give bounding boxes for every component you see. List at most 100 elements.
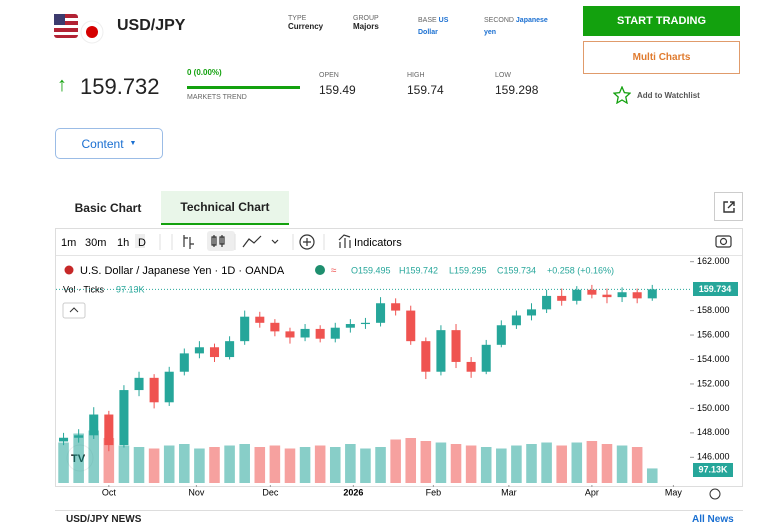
- interval-button[interactable]: 1m: [61, 237, 76, 249]
- x-tick-label: Feb: [426, 487, 442, 497]
- multi-charts-button[interactable]: Multi Charts: [583, 41, 740, 74]
- candle-body: [164, 371, 174, 403]
- symbol-icon: [64, 265, 74, 275]
- candle-body: [89, 414, 99, 436]
- ohlc-value: O159.495: [351, 265, 391, 275]
- candle-body: [330, 327, 340, 339]
- x-tick-label: Mar: [501, 487, 517, 497]
- candle-body: [240, 316, 250, 342]
- label: SECOND: [484, 17, 514, 24]
- volume-bar: [58, 442, 69, 483]
- news-title: USD/JPY NEWS: [66, 514, 142, 525]
- high-info: HIGH 159.74: [407, 72, 444, 97]
- volume-bar: [224, 445, 235, 483]
- up-arrow: ↑: [57, 74, 67, 96]
- candle-button-bg: [207, 231, 235, 251]
- volume-bar: [450, 444, 462, 483]
- volume-bar: [133, 447, 145, 483]
- interval-button[interactable]: D: [138, 237, 146, 249]
- candle-body: [119, 390, 129, 446]
- volume-bar: [571, 442, 583, 483]
- volume-bar: [163, 445, 175, 483]
- volume-bar: [420, 441, 432, 483]
- volume-bar: [254, 447, 266, 483]
- volume-bar: [465, 445, 477, 483]
- volume-bar: [631, 447, 643, 483]
- volume-bar: [511, 445, 522, 483]
- candle-body: [255, 316, 265, 323]
- interval-button[interactable]: 1h: [117, 237, 129, 249]
- value: Japanese yen: [484, 17, 548, 36]
- volume-bar: [541, 442, 552, 483]
- content-label: Content: [81, 136, 124, 151]
- candle-body: [542, 295, 552, 310]
- volume-bar: [148, 448, 160, 483]
- x-tick-label: May: [665, 487, 683, 497]
- trend-bar: [187, 86, 300, 89]
- volume-bar: [73, 433, 84, 483]
- candle-body: [496, 325, 506, 345]
- y-tick-label: 156.000: [697, 329, 730, 339]
- candle-body: [587, 289, 597, 295]
- symbol: USD/JPY: [117, 17, 186, 34]
- watchlist-button[interactable]: Add to Watchlist: [613, 86, 700, 104]
- tab[interactable]: Basic Chart: [74, 201, 142, 215]
- y-tick-label: 148.000: [697, 427, 730, 437]
- x-tick-label: 2026: [343, 487, 363, 497]
- candle-body: [376, 303, 386, 323]
- ohlc-value: +0.258 (+0.16%): [547, 265, 614, 275]
- volume-tag: [693, 463, 733, 477]
- y-tick-label: 150.000: [697, 403, 730, 413]
- volume-bar: [118, 445, 130, 483]
- open-info: OPEN 159.49: [319, 72, 356, 97]
- collapse-button[interactable]: [62, 302, 86, 319]
- y-tick-label: 146.000: [697, 452, 730, 462]
- volume-tag-label: 97.13K: [698, 464, 728, 474]
- value: US Dollar: [418, 17, 449, 36]
- candle-body: [526, 309, 537, 316]
- chart-title: U.S. Dollar / Japanese Yen · 1D · OANDA: [80, 265, 285, 277]
- star-icon: [613, 86, 631, 104]
- volume-bar: [526, 444, 537, 483]
- ohlc-value: L159.295: [449, 265, 487, 275]
- volume-bar: [88, 430, 100, 483]
- value: 159.74: [407, 83, 444, 97]
- volume-bar: [179, 444, 190, 483]
- ohlc-value: C159.734: [497, 265, 536, 275]
- all-news-link[interactable]: All News: [692, 514, 734, 525]
- y-tick-label: 152.000: [697, 378, 730, 388]
- volume-bar: [284, 448, 296, 483]
- value: Currency: [288, 22, 324, 31]
- volume-bar: [405, 438, 417, 483]
- volume-value: 97.13K: [116, 284, 145, 294]
- candle-body: [270, 322, 280, 332]
- volume-bar: [616, 445, 628, 483]
- expand-icon: [722, 200, 735, 213]
- candle-body: [179, 353, 189, 372]
- y-tick-label: 154.000: [697, 354, 730, 364]
- indicators-button[interactable]: Indicators: [354, 237, 402, 249]
- candle-body: [285, 331, 295, 338]
- low-info: LOW 159.298: [495, 72, 538, 97]
- candle-body: [421, 341, 431, 372]
- volume-bar: [103, 438, 115, 483]
- last-price-tag: [693, 282, 738, 296]
- label: GROUP: [353, 15, 379, 22]
- value: 159.298: [495, 83, 539, 97]
- tab-active[interactable]: Technical Chart: [161, 191, 289, 225]
- candle-body: [345, 324, 355, 328]
- news-bar: [55, 510, 743, 527]
- label: HIGH: [407, 72, 425, 79]
- candle-body: [59, 437, 69, 442]
- expand-button[interactable]: [714, 192, 743, 221]
- change: 0 (0.00%): [187, 68, 222, 77]
- candle-body: [104, 414, 114, 446]
- volume-bar: [556, 445, 567, 483]
- content-dropdown[interactable]: Content ▼: [55, 128, 163, 159]
- interval-button[interactable]: 30m: [85, 237, 106, 249]
- volume-bar: [239, 444, 250, 483]
- start-trading-button[interactable]: START TRADING: [583, 6, 740, 36]
- volume-bar: [601, 444, 613, 483]
